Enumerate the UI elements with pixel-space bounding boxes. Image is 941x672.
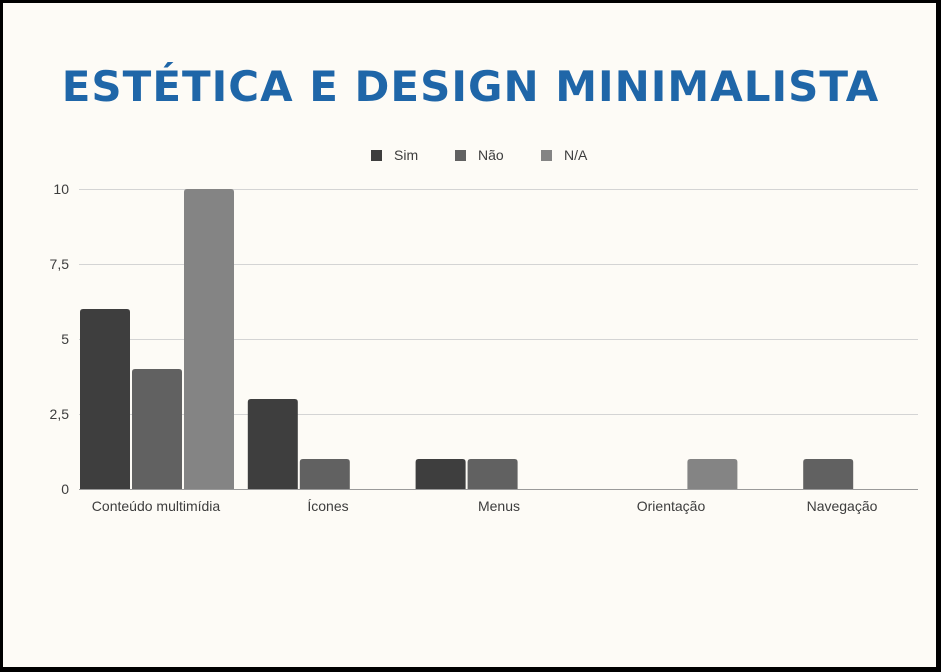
x-tick-label: Ícones xyxy=(307,498,348,514)
x-tick-label: Menus xyxy=(478,498,520,514)
legend-swatch xyxy=(541,150,552,161)
y-tick-label: 5 xyxy=(61,331,69,347)
bar-sim-2 xyxy=(415,459,466,489)
y-tick-label: 2,5 xyxy=(50,406,70,422)
y-tick-label: 0 xyxy=(61,481,69,497)
x-tick-label: Conteúdo multimídia xyxy=(92,498,221,514)
bar-sim-0 xyxy=(80,309,130,489)
bar-n-a-0 xyxy=(184,189,234,489)
bar-n-o-2 xyxy=(467,459,518,489)
legend-label: Não xyxy=(478,147,504,163)
legend-label: N/A xyxy=(564,147,588,163)
legend-label: Sim xyxy=(394,147,418,163)
y-axis-ticks: 0 2,5 5 7,5 10 xyxy=(50,181,70,497)
chart-title: ESTÉTICA E DESIGN MINIMALISTA xyxy=(61,62,880,111)
chart-background xyxy=(3,3,936,667)
bar-sim-1 xyxy=(247,399,298,489)
legend-swatch xyxy=(371,150,382,161)
y-tick-label: 10 xyxy=(53,181,69,197)
x-tick-label: Navegação xyxy=(807,498,878,514)
legend-swatch xyxy=(455,150,466,161)
bar-n-o-0 xyxy=(132,369,182,489)
y-tick-label: 7,5 xyxy=(50,256,70,272)
bar-n-a-3 xyxy=(687,459,738,489)
bars xyxy=(80,189,854,489)
bar-n-o-1 xyxy=(299,459,350,489)
x-axis-ticks: Conteúdo multimídia Ícones Menus Orientação… xyxy=(92,498,878,514)
bar-n-o-4 xyxy=(803,459,854,489)
x-tick-label: Orientação xyxy=(637,498,706,514)
legend: Sim Não N/A xyxy=(371,147,588,163)
